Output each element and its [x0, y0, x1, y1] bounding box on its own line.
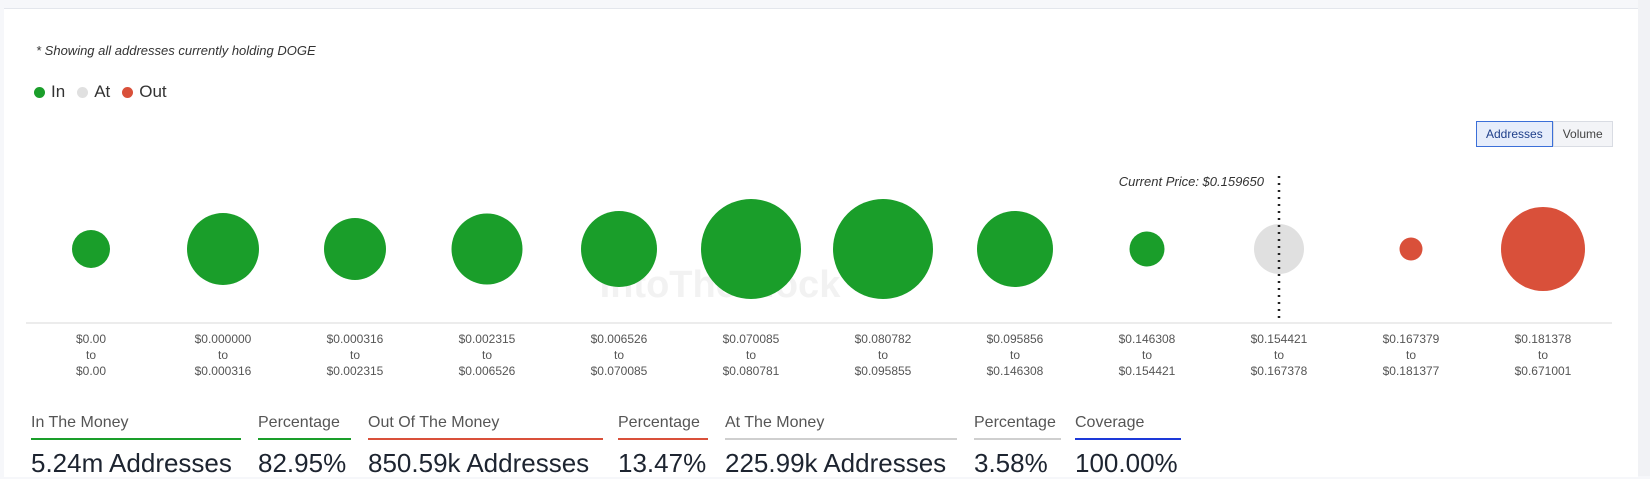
bubble-5 [581, 211, 657, 287]
bucket-label-7-from: $0.080782 [855, 332, 912, 346]
bubble-2 [187, 213, 259, 285]
bucket-label-10-to: $0.167378 [1251, 364, 1308, 378]
bubble-1 [72, 230, 110, 268]
bubble-11 [1399, 237, 1423, 261]
chart-card [4, 8, 1638, 477]
bubble-7 [833, 199, 933, 299]
stat-in-the-money-1: In The Money 5.24m Addresses [31, 414, 241, 479]
stat-value: 100.00% [1075, 448, 1178, 478]
bucket-label-2-to: $0.000316 [195, 364, 252, 378]
bucket-label-1-to: $0.00 [76, 364, 106, 378]
stat-label: Percentage [618, 414, 708, 440]
legend-item-in[interactable]: In [34, 82, 65, 102]
addresses-toggle-button[interactable]: Addresses [1476, 121, 1553, 147]
bucket-label-1-to-word: to [86, 348, 96, 362]
bucket-label-12-to-word: to [1538, 348, 1548, 362]
stat-value: 3.58% [974, 448, 1048, 478]
bucket-label-6-from: $0.070085 [723, 332, 780, 346]
stat-label: Out Of The Money [368, 414, 603, 440]
bucket-label-1-from: $0.00 [76, 332, 106, 346]
current-price-label: Current Price: $0.159650 [1119, 174, 1265, 189]
bucket-label-3-to: $0.002315 [327, 364, 384, 378]
stat-value: 225.99k Addresses [725, 448, 947, 478]
bucket-label-7-to: $0.095855 [855, 364, 912, 378]
bucket-label-11-to-word: to [1406, 348, 1416, 362]
top-band [0, 0, 1650, 8]
bucket-label-5-to-word: to [614, 348, 624, 362]
legend-label-out: Out [139, 82, 167, 101]
bucket-label-4-from: $0.002315 [459, 332, 516, 346]
stat-percentage-4: Percentage 13.47% [618, 414, 708, 479]
stat-percentage-6: Percentage 3.58% [974, 414, 1061, 479]
metric-toggle: Addresses Volume [1476, 121, 1613, 147]
stat-value: 13.47% [618, 448, 707, 478]
volume-toggle-button[interactable]: Volume [1552, 121, 1613, 147]
bucket-label-3-to-word: to [350, 348, 360, 362]
bucket-label-10-from: $0.154421 [1251, 332, 1308, 346]
bucket-label-8-to: $0.146308 [987, 364, 1044, 378]
stat-value: 850.59k Addresses [368, 448, 590, 478]
bucket-label-5-from: $0.006526 [591, 332, 648, 346]
legend-dot-out [122, 86, 134, 98]
legend-label-in: In [51, 82, 66, 101]
bubble-8 [977, 211, 1053, 287]
bucket-label-2-from: $0.000000 [195, 332, 252, 346]
bucket-label-12-from: $0.181378 [1515, 332, 1572, 346]
legend-label-at: At [94, 82, 111, 101]
bubble-10 [1254, 224, 1304, 274]
stat-label: Percentage [974, 414, 1061, 440]
stat-value: 5.24m Addresses [31, 448, 232, 478]
bucket-label-3-from: $0.000316 [327, 332, 384, 346]
bubble-3 [324, 218, 386, 280]
stat-label: Percentage [258, 414, 351, 440]
bucket-label-9-to-word: to [1142, 348, 1152, 362]
bucket-label-5-to: $0.070085 [591, 364, 648, 378]
bubble-12 [1501, 207, 1585, 291]
stat-out-of-the-money-3: Out Of The Money 850.59k Addresses [368, 414, 603, 479]
stat-coverage-7: Coverage 100.00% [1075, 414, 1181, 479]
bucket-label-10-to-word: to [1274, 348, 1284, 362]
bucket-label-4-to-word: to [482, 348, 492, 362]
stat-label: At The Money [725, 414, 957, 440]
bucket-label-6-to: $0.080781 [723, 364, 780, 378]
bucket-label-9-from: $0.146308 [1119, 332, 1176, 346]
bucket-label-6-to-word: to [746, 348, 756, 362]
bucket-label-2-to-word: to [218, 348, 228, 362]
bubble-4 [451, 213, 523, 285]
stat-label: In The Money [31, 414, 241, 440]
stat-value: 82.95% [258, 448, 347, 478]
bucket-label-9-to: $0.154421 [1119, 364, 1176, 378]
bucket-label-7-to-word: to [878, 348, 888, 362]
bubble-9 [1129, 231, 1165, 267]
bucket-label-8-to-word: to [1010, 348, 1020, 362]
legend-dot-at [77, 86, 89, 98]
legend-dot-in [34, 86, 45, 98]
stat-label: Coverage [1075, 414, 1181, 440]
stat-percentage-2: Percentage 82.95% [258, 414, 351, 479]
bubble-6 [701, 199, 801, 299]
bucket-label-4-to: $0.006526 [459, 364, 516, 378]
bucket-label-12-to: $0.671001 [1515, 364, 1572, 378]
bucket-label-8-from: $0.095856 [987, 332, 1044, 346]
chart-legend: In At Out [34, 82, 179, 102]
bucket-label-11-to: $0.181377 [1383, 364, 1440, 378]
legend-item-at[interactable]: At [77, 82, 110, 102]
stat-at-the-money-5: At The Money 225.99k Addresses [725, 414, 957, 479]
holdings-note: * Showing all addresses currently holdin… [36, 43, 316, 58]
scroll-gutter [1638, 0, 1650, 476]
legend-item-out[interactable]: Out [122, 82, 167, 102]
bucket-label-11-from: $0.167379 [1383, 332, 1440, 346]
